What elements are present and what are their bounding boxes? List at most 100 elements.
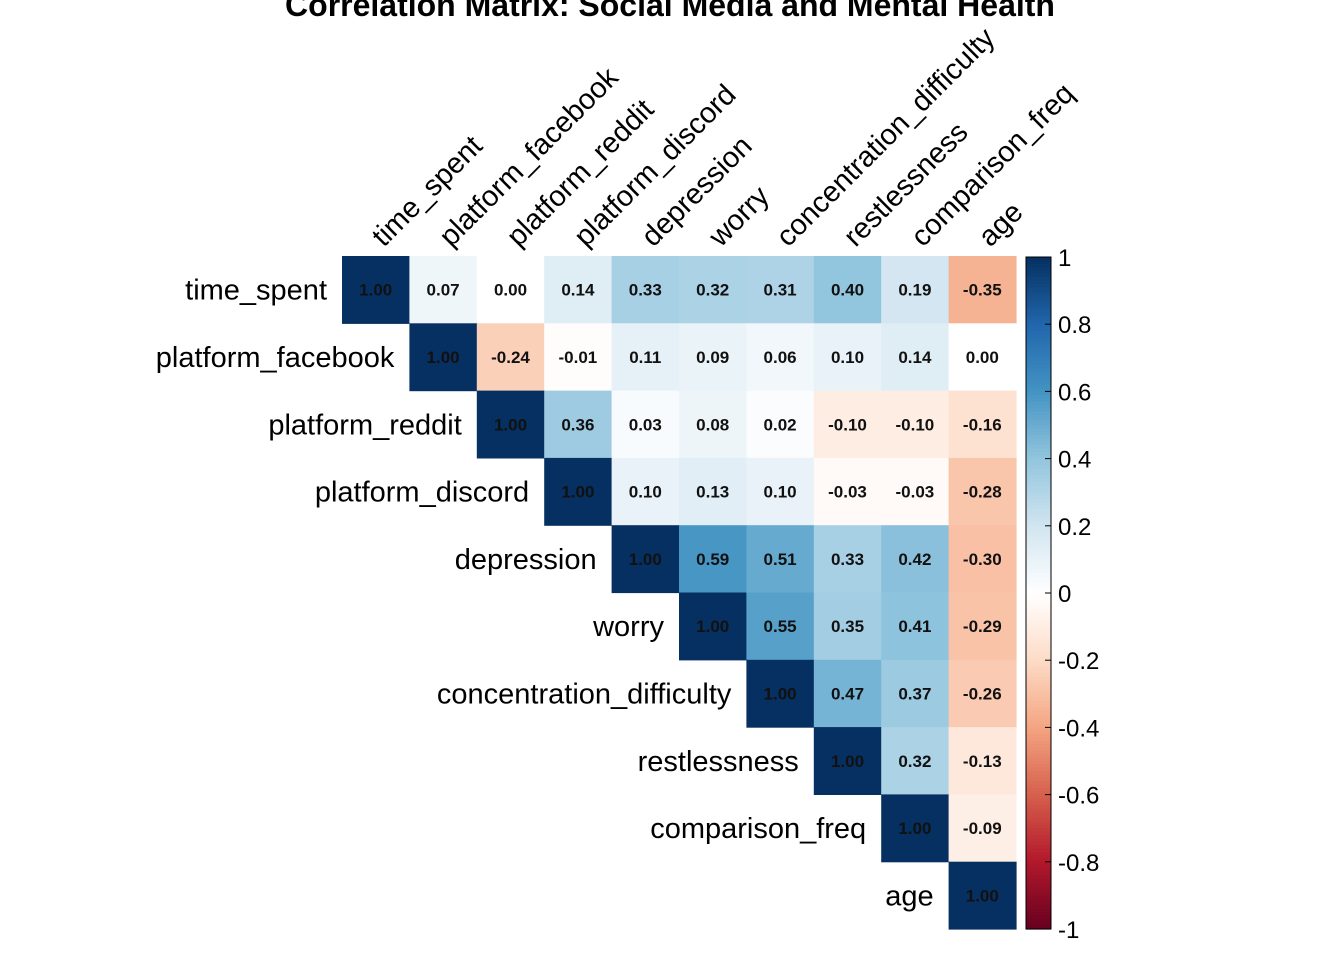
colorbar-segment	[1026, 576, 1051, 581]
colorbar-segment	[1026, 472, 1051, 476]
cell-value-platform_facebook-comparison_freq: 0.14	[898, 348, 932, 367]
colorbar-segment	[1026, 293, 1051, 298]
heatmap-cell-platform_reddit-worry	[679, 390, 747, 459]
colorbar-segment	[1026, 710, 1051, 715]
colorbar-segment	[1026, 841, 1051, 846]
row-label-comparison_freq: comparison_freq	[650, 813, 866, 845]
colorbar-segment	[1026, 411, 1051, 416]
colorbar-segment	[1026, 287, 1051, 292]
cell-value-restlessness-restlessness: 1.00	[831, 752, 864, 771]
colorbar-segment	[1026, 754, 1051, 759]
heatmap-cell-worry-comparison_freq	[881, 592, 950, 661]
cell-value-platform_facebook-worry: 0.09	[696, 348, 729, 367]
colorbar-segment	[1026, 257, 1051, 261]
colorbar-segment	[1026, 461, 1051, 466]
colorbar-segment	[1026, 616, 1051, 621]
heatmap-cell-platform_discord-age	[948, 457, 1017, 526]
heatmap-cell-worry-restlessness	[813, 592, 882, 661]
heatmap-cell-platform_facebook-comparison_freq	[881, 323, 950, 392]
colorbar-segment	[1026, 388, 1051, 392]
colorbar-segment	[1026, 549, 1051, 554]
row-label-age: age	[885, 880, 933, 912]
colorbar-segment	[1026, 925, 1051, 930]
cell-value-platform_discord-concentration_difficulty: 0.10	[764, 483, 797, 502]
colorbar-segment	[1026, 697, 1051, 702]
colorbar-tick-label: 1	[1058, 245, 1071, 272]
colorbar-segment	[1026, 519, 1051, 524]
colorbar-segment	[1026, 818, 1051, 823]
colorbar-segment	[1026, 374, 1051, 379]
colorbar-segment	[1026, 509, 1051, 513]
colorbar-segment	[1026, 680, 1051, 685]
heatmap-cell-time_spent-comparison_freq	[881, 256, 950, 324]
colorbar-segment	[1026, 525, 1051, 530]
colorbar-segment	[1026, 660, 1051, 665]
heatmap-cell-platform_discord-depression	[611, 457, 680, 526]
colorbar-segment	[1026, 515, 1051, 520]
colorbar-segment	[1026, 724, 1051, 728]
colorbar-segment	[1026, 384, 1051, 389]
colorbar-segment	[1026, 690, 1051, 695]
colorbar-segment	[1026, 596, 1051, 601]
colorbar-segment	[1026, 582, 1051, 587]
colorbar-segment	[1026, 750, 1051, 755]
colorbar-segment	[1026, 304, 1051, 308]
cell-value-worry-concentration_difficulty: 0.55	[764, 617, 797, 636]
cell-value-comparison_freq-comparison_freq: 1.00	[898, 819, 931, 838]
column-labels: time_spentplatform_facebookplatform_redd…	[366, 22, 1081, 254]
cell-value-platform_reddit-restlessness: -0.10	[828, 415, 867, 434]
heatmap-cell-platform_discord-worry	[679, 457, 747, 526]
colorbar-segment	[1026, 267, 1051, 272]
colorbar-segment	[1026, 885, 1051, 890]
colorbar-segment	[1026, 633, 1051, 638]
colorbar-segment	[1026, 556, 1051, 560]
colorbar-segment	[1026, 740, 1051, 745]
col-label-age: age	[973, 196, 1030, 253]
colorbar-segment	[1026, 458, 1051, 463]
colorbar-segment	[1026, 821, 1051, 826]
colorbar-tick-label: 0	[1058, 581, 1071, 608]
colorbar-segment	[1026, 599, 1051, 604]
colorbar-segment	[1026, 317, 1051, 322]
colorbar-segment	[1026, 263, 1051, 268]
cell-value-time_spent-restlessness: 0.40	[831, 281, 864, 300]
heatmap-cell-concentration_difficulty-age	[948, 659, 1017, 728]
cell-value-time_spent-worry: 0.32	[696, 281, 729, 300]
colorbar-segment	[1026, 892, 1051, 896]
colorbar-segment	[1026, 677, 1051, 681]
colorbar-segment	[1026, 720, 1051, 725]
colorbar-segment	[1026, 431, 1051, 436]
colorbar-segment	[1026, 542, 1051, 547]
heatmap-cells: 1.00 0.07 0.00 0.14 0.33 0.32 0.31 0.40 0.19 -0.3…	[342, 256, 1017, 930]
heatmap-cell-worry-age	[948, 592, 1017, 661]
heatmap-cell-platform_reddit-age	[948, 390, 1017, 459]
cell-value-platform_facebook-platform_discord: -0.01	[559, 348, 598, 367]
colorbar-segment	[1026, 881, 1051, 886]
colorbar-segment	[1026, 918, 1051, 923]
colorbar-segment	[1026, 381, 1051, 386]
cell-value-time_spent-age: -0.35	[963, 281, 1002, 300]
colorbar-segment	[1026, 347, 1051, 352]
colorbar-segment	[1026, 700, 1051, 705]
colorbar-segment	[1026, 777, 1051, 782]
colorbar-segment	[1026, 310, 1051, 315]
heatmap-cell-time_spent-depression	[611, 256, 680, 324]
cell-value-platform_discord-platform_discord: 1.00	[561, 483, 594, 502]
cell-value-depression-worry: 0.59	[696, 550, 729, 569]
colorbar-segment	[1026, 636, 1051, 641]
colorbar-tick-label: -0.8	[1058, 850, 1099, 877]
heatmap-cell-time_spent-restlessness	[813, 256, 882, 324]
colorbar-segment	[1026, 834, 1051, 839]
heatmap-cell-concentration_difficulty-concentration_difficulty	[746, 659, 815, 728]
colorbar-segment	[1026, 421, 1051, 426]
cell-value-platform_discord-depression: 0.10	[629, 483, 662, 502]
cell-value-time_spent-concentration_difficulty: 0.31	[764, 281, 797, 300]
heatmap-cell-depression-restlessness	[813, 525, 882, 594]
colorbar-segment	[1026, 593, 1051, 597]
heatmap-cell-platform_discord-restlessness	[813, 457, 882, 526]
colorbar-segment	[1026, 717, 1051, 722]
heatmap-cell-restlessness-restlessness	[813, 727, 882, 795]
colorbar-segment	[1026, 435, 1051, 440]
heatmap-cell-platform_facebook-depression	[611, 323, 680, 392]
cell-value-concentration_difficulty-restlessness: 0.47	[831, 684, 864, 703]
